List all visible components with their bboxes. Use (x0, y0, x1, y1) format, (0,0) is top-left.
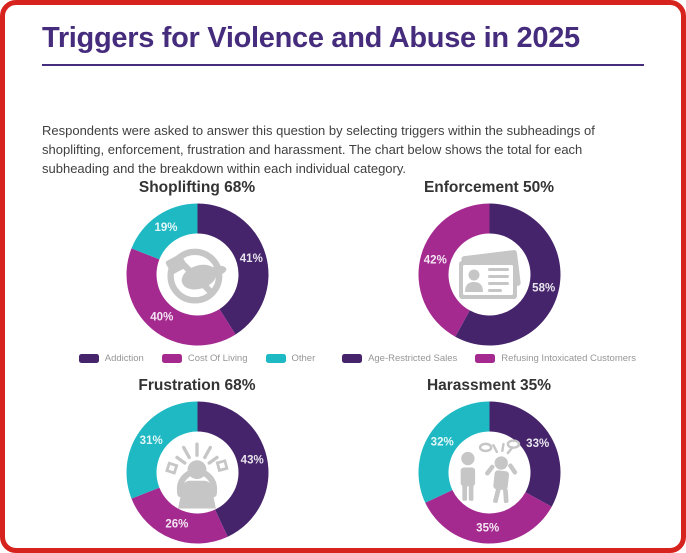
chart-title: Frustration 68% (138, 377, 256, 394)
chart-legend: Age-Restricted Sales Refusing Intoxicated… (342, 353, 636, 364)
donut-segment (130, 487, 228, 544)
legend-item: Addiction (78, 353, 144, 364)
chart-frustration: Frustration 68% 43% 26% 31% (52, 376, 342, 548)
segment-value-label: 35% (476, 523, 499, 535)
donut-segment (454, 203, 561, 346)
legend-label: Cost Of Living (187, 353, 248, 364)
segment-value-label: 58% (532, 282, 555, 294)
donut-segment (126, 401, 197, 499)
legend-label: Age-Restricted Sales (368, 353, 458, 364)
donut-segment (418, 203, 489, 337)
segment-value-label: 43% (240, 454, 263, 466)
donut-segment (418, 401, 489, 503)
segment-value-label: 40% (150, 312, 173, 324)
segment-value-label: 42% (423, 255, 446, 267)
legend-label: Other (291, 353, 316, 364)
legend-item: Other (265, 353, 316, 364)
chart-shoplifting: Shoplifting 68% 41% 40% 19% Addiction Cost … (52, 178, 342, 364)
donut-segment (489, 401, 560, 507)
donut-segment (126, 248, 236, 346)
legend-swatch (161, 354, 182, 363)
donut-chart: 58% 42% (417, 202, 562, 347)
donut-chart: 43% 26% 31% (125, 400, 270, 545)
donut-segment (197, 401, 268, 537)
chart-title: Harassment 35% (426, 377, 552, 394)
donut-segment (130, 203, 197, 260)
legend-item: Age-Restricted Sales (342, 353, 457, 364)
chart-harassment: Harassment 35% 33% 35% 32% (344, 376, 634, 548)
intro-paragraph: Respondents were asked to answer this qu… (42, 123, 595, 177)
legend-item: Refusing Intoxicated Customers (475, 353, 636, 364)
segment-value-label: 19% (154, 222, 177, 234)
segment-value-label: 41% (239, 253, 262, 265)
donut-chart: 33% 35% 32% (417, 400, 562, 545)
legend-swatch (265, 354, 286, 363)
legend-swatch (475, 354, 496, 363)
segment-value-label: 26% (165, 519, 188, 531)
legend-item: Cost Of Living (161, 353, 248, 364)
segment-value-label: 33% (526, 438, 549, 450)
donut-chart: 41% 40% 19% (125, 202, 270, 347)
donut-segment (424, 489, 552, 544)
legend-label: Refusing Intoxicated Customers (501, 353, 636, 364)
chart-title: Shoplifting 68% (138, 179, 256, 196)
donut-segment (197, 203, 269, 335)
chart-enforcement: Enforcement 50% 58% 42% Age-Restricted Sa… (342, 178, 636, 364)
legend-swatch (342, 354, 363, 363)
legend-label: Addiction (104, 353, 144, 364)
page-title: Triggers for Violence and Abuse in 2025 (42, 22, 580, 54)
segment-value-label: 31% (139, 435, 162, 447)
legend-swatch (78, 354, 99, 363)
segment-value-label: 32% (430, 437, 453, 449)
title-underline (42, 64, 644, 66)
chart-legend: Addiction Cost Of Living Other (52, 353, 342, 364)
chart-title: Enforcement 50% (423, 179, 555, 196)
